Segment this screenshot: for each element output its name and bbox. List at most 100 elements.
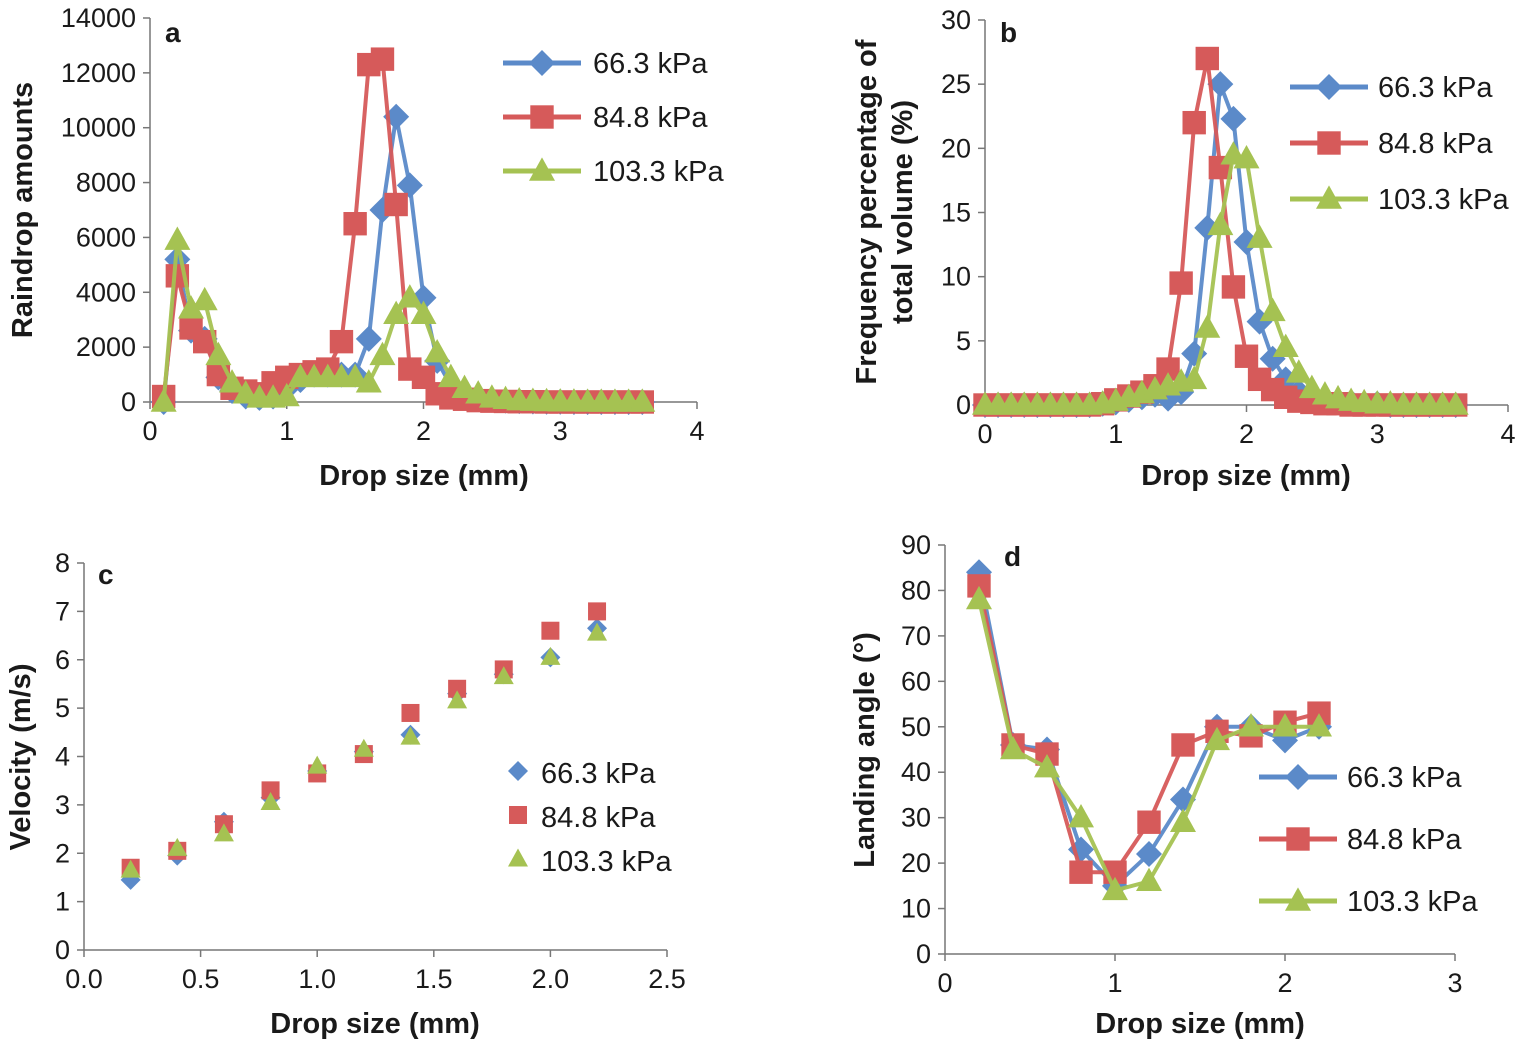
data-point <box>424 338 451 363</box>
data-point <box>1137 810 1161 834</box>
data-point <box>353 738 374 757</box>
data-point <box>396 172 423 199</box>
data-point <box>167 837 188 856</box>
data-point <box>629 388 656 412</box>
y-tick-label: 6 <box>55 645 70 675</box>
data-point <box>1272 713 1298 737</box>
legend-label: 66.3 kPa <box>1347 762 1462 794</box>
x-tick-label: 4 <box>689 416 704 446</box>
data-point <box>1221 275 1246 299</box>
x-tick-label: 2 <box>416 416 431 446</box>
y-tick-label: 30 <box>901 803 931 833</box>
data-point <box>1272 333 1299 357</box>
y-tick-label: 40 <box>901 757 931 787</box>
legend-label: 84.8 kPa <box>593 102 708 134</box>
data-point <box>1136 867 1162 892</box>
data-point <box>401 703 420 722</box>
series-square-group <box>151 47 654 414</box>
legend-marker <box>1317 131 1341 155</box>
data-point <box>1170 808 1196 832</box>
data-point <box>219 369 246 393</box>
x-tick-label: 3 <box>1447 968 1462 998</box>
y-tick-label: 80 <box>901 575 931 605</box>
data-point <box>193 329 217 354</box>
data-point <box>1181 365 1208 390</box>
x-tick-label: 0.0 <box>65 964 103 994</box>
data-point <box>1194 314 1221 338</box>
y-tick-label: 0 <box>956 390 971 420</box>
x-tick-label: 2 <box>1277 968 1292 998</box>
data-point <box>178 295 205 319</box>
data-point <box>383 300 410 324</box>
series-triangle-group <box>120 622 608 878</box>
y-tick-label: 20 <box>941 133 971 163</box>
y-tick-label: 5 <box>55 693 70 723</box>
legend-marker <box>509 806 527 824</box>
y-axis-title-line1: Frequency percentage of <box>851 39 883 384</box>
data-point <box>587 622 608 641</box>
data-point <box>1207 71 1234 98</box>
data-point <box>1000 735 1026 760</box>
data-point <box>966 585 992 610</box>
data-point <box>1246 224 1273 248</box>
legend-marker <box>508 761 528 781</box>
data-point <box>1034 754 1060 778</box>
data-point <box>1182 110 1206 135</box>
y-tick-label: 50 <box>901 712 931 742</box>
x-tick-label: 1 <box>1107 968 1122 998</box>
y-tick-label: 10 <box>941 262 971 292</box>
y-tick-label: 4000 <box>76 277 136 307</box>
legend-label: 103.3 kPa <box>1347 886 1478 918</box>
data-point <box>1233 229 1260 256</box>
data-point <box>1068 804 1094 828</box>
legend: 66.3 kPa 84.8 kPa 103.3 kPa <box>508 758 672 878</box>
data-point <box>343 212 367 236</box>
data-point <box>1220 105 1247 132</box>
legend: 66.3 kPa 84.8 kPa 103.3 kPa <box>503 48 724 188</box>
data-point <box>1169 271 1193 295</box>
legend: 66.3 kPa 84.8 kPa 103.3 kPa <box>1290 72 1509 216</box>
data-point <box>342 363 369 388</box>
y-tick-label: 14000 <box>61 3 136 33</box>
data-point <box>396 284 423 308</box>
x-axis-title: Drop size (mm) <box>319 460 528 492</box>
y-tick-label: 8 <box>55 548 70 578</box>
data-point <box>1238 713 1264 737</box>
data-point <box>400 726 421 745</box>
x-tick-label: 1.0 <box>298 964 336 994</box>
series-triangle-group <box>150 226 656 412</box>
y-tick-label: 70 <box>901 621 931 651</box>
y-tick-label: 15 <box>941 198 971 228</box>
legend-label: 66.3 kPa <box>593 48 708 80</box>
data-point <box>307 755 328 774</box>
data-point <box>1233 144 1260 169</box>
data-point <box>1234 344 1259 368</box>
legend-label: 103.3 kPa <box>1378 184 1509 216</box>
legend-label: 84.8 kPa <box>1347 824 1462 856</box>
y-axis-title: Landing angle (°) <box>849 632 881 868</box>
data-point <box>355 325 382 352</box>
x-tick-label: 1 <box>279 416 294 446</box>
panel-letter: c <box>98 559 114 590</box>
y-tick-label: 8000 <box>76 168 136 198</box>
y-tick-label: 1 <box>55 887 70 917</box>
y-tick-label: 0 <box>916 939 931 969</box>
x-axis-title: Drop size (mm) <box>270 1008 479 1040</box>
data-point <box>448 679 467 698</box>
x-tick-label: 2.5 <box>648 964 686 994</box>
data-point <box>1204 726 1230 751</box>
y-tick-label: 90 <box>901 530 931 560</box>
data-point <box>150 388 177 412</box>
y-axis-title: Velocity (m/s) <box>5 664 37 851</box>
data-point <box>541 621 560 640</box>
legend-label: 103.3 kPa <box>593 156 724 188</box>
x-tick-label: 0 <box>977 419 992 449</box>
data-point <box>493 666 514 685</box>
data-point <box>1156 357 1180 381</box>
panel-letter: b <box>1000 17 1017 48</box>
data-point <box>164 226 191 250</box>
data-point <box>191 286 218 311</box>
data-point <box>588 602 607 621</box>
data-point <box>1136 841 1162 868</box>
